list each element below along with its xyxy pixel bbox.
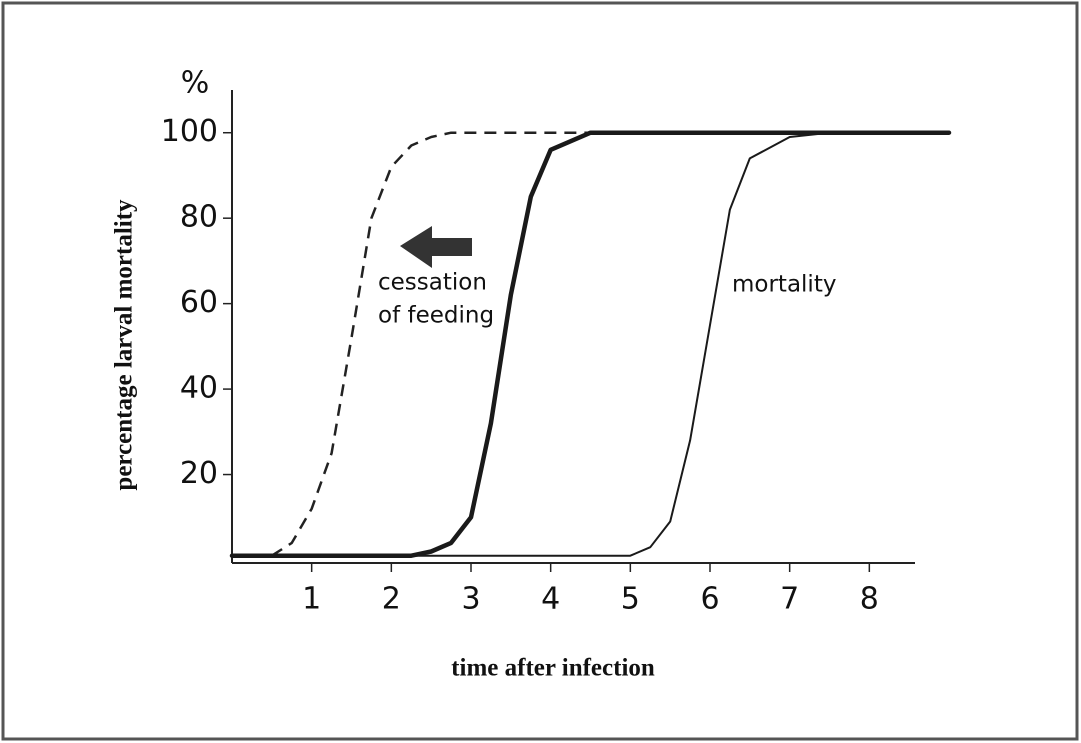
x-tick-label: 2 <box>382 582 401 617</box>
x-tick-label: 6 <box>700 582 719 617</box>
line-series <box>231 131 950 557</box>
annotation: mortality <box>732 272 836 298</box>
x-tick-label: 8 <box>860 582 879 617</box>
x-tick-label: 1 <box>302 582 321 617</box>
x-tick-label: 5 <box>621 582 640 617</box>
y-tick-label: 100 <box>161 114 218 149</box>
line-series <box>229 130 952 558</box>
y-unit: % <box>181 66 210 101</box>
y-tick-label: 20 <box>180 456 218 491</box>
y-tick-label: 80 <box>180 200 218 235</box>
arrow <box>400 226 472 268</box>
y-tick-label: 60 <box>180 285 218 320</box>
y-tick-label: 40 <box>180 371 218 406</box>
x-tick-label: 7 <box>780 582 799 617</box>
y-axis-label: percentage larval mortality <box>111 199 138 491</box>
annotation: of feeding <box>378 303 494 329</box>
x-tick-label: 3 <box>461 582 480 617</box>
annotation: cessation <box>378 270 487 296</box>
x-tick-label: 4 <box>541 582 560 617</box>
x-axis-label: time after infection <box>451 655 655 682</box>
line-series <box>232 131 949 557</box>
